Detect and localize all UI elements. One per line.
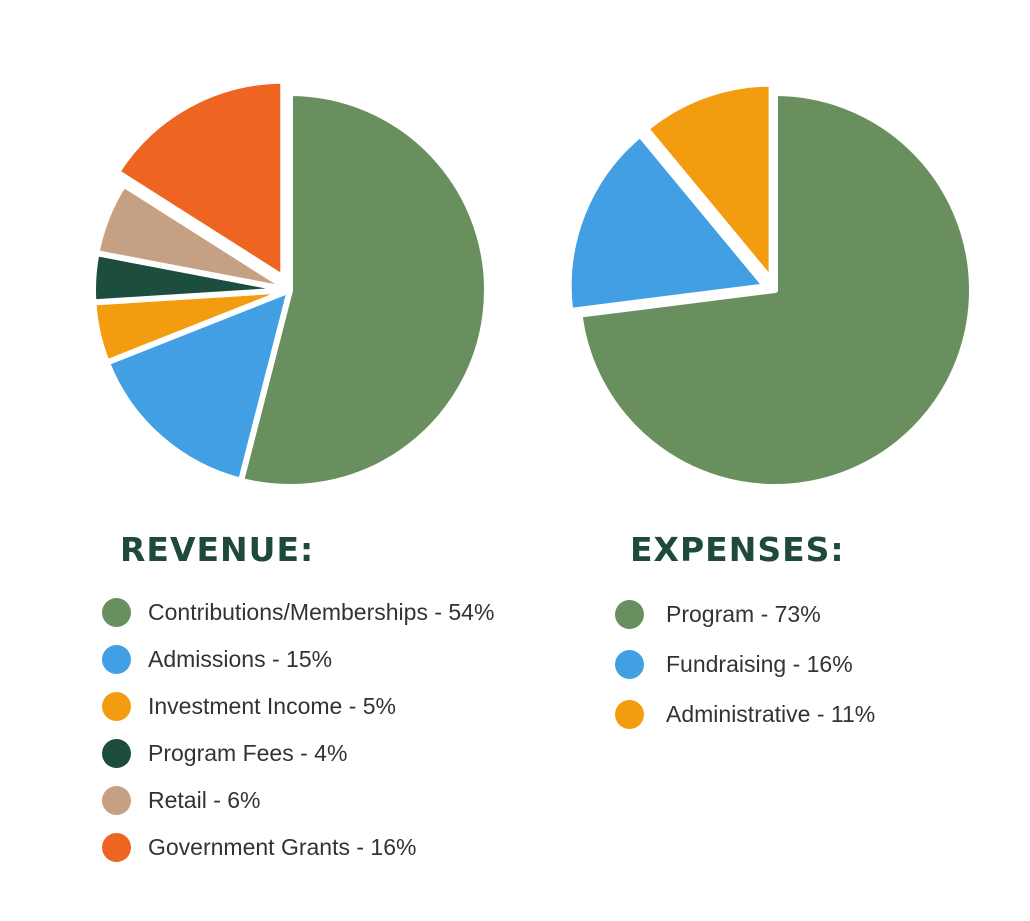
revenue-legend-item-government-grants: Government Grants - 16%	[102, 824, 494, 871]
expenses-legend-label: Program - 73%	[666, 600, 821, 627]
expenses-legend-list: Program - 73% Fundraising - 16% Administra…	[615, 589, 875, 739]
revenue-slice-government-grants	[113, 77, 287, 281]
revenue-slice-contributions-memberships	[238, 90, 490, 490]
expenses-slice-program	[576, 90, 975, 490]
revenue-legend-label: Contributions/Memberships - 54%	[148, 599, 495, 625]
revenue-legend-swatch	[102, 739, 131, 768]
expenses-legend-item-fundraising: Fundraising - 16%	[615, 639, 875, 689]
revenue-legend-label: Government Grants - 16%	[148, 834, 417, 860]
revenue-legend-swatch	[102, 833, 131, 862]
pie-charts	[90, 77, 975, 490]
revenue-legend: REVENUE: Contributions/Memberships - 54%…	[102, 530, 494, 871]
revenue-legend-item-program-fees: Program Fees - 4%	[102, 730, 494, 777]
expenses-legend-swatch	[615, 699, 644, 729]
expenses-slice-administrative	[643, 80, 775, 284]
revenue-title: REVENUE:	[120, 530, 315, 569]
revenue-legend-swatch	[102, 598, 131, 627]
revenue-pie-chart	[90, 77, 490, 490]
revenue-slice-retail	[93, 181, 293, 293]
revenue-legend-item-investment-income: Investment Income - 5%	[102, 683, 494, 730]
expenses-slice-fundraising	[565, 131, 769, 315]
expenses-legend: EXPENSES: Program - 73% Fundraising - 16%…	[615, 530, 875, 739]
revenue-legend-label: Investment Income - 5%	[148, 693, 396, 719]
expenses-legend-swatch	[615, 649, 644, 679]
expenses-legend-swatch	[615, 599, 644, 629]
revenue-legend-swatch	[102, 692, 131, 721]
expenses-title: EXPENSES:	[630, 530, 845, 569]
revenue-legend-label: Admissions - 15%	[148, 646, 333, 672]
expenses-legend-label: Administrative - 11%	[666, 700, 876, 727]
expenses-legend-item-administrative: Administrative - 11%	[615, 689, 875, 739]
revenue-legend-label: Program Fees - 4%	[148, 740, 348, 766]
expenses-legend-label: Fundraising - 16%	[666, 650, 853, 677]
expenses-pie-chart	[565, 80, 975, 490]
expenses-legend-item-program: Program - 73%	[615, 589, 875, 639]
revenue-legend-item-contributions-memberships: Contributions/Memberships - 54%	[102, 589, 494, 636]
revenue-legend-label: Retail - 6%	[148, 787, 261, 813]
revenue-legend-list: Contributions/Memberships - 54% Admission…	[102, 589, 494, 871]
revenue-legend-swatch	[102, 786, 131, 815]
revenue-slice-admissions	[103, 287, 293, 484]
revenue-legend-swatch	[102, 645, 131, 674]
revenue-legend-item-retail: Retail - 6%	[102, 777, 494, 824]
revenue-legend-item-admissions: Admissions - 15%	[102, 636, 494, 683]
